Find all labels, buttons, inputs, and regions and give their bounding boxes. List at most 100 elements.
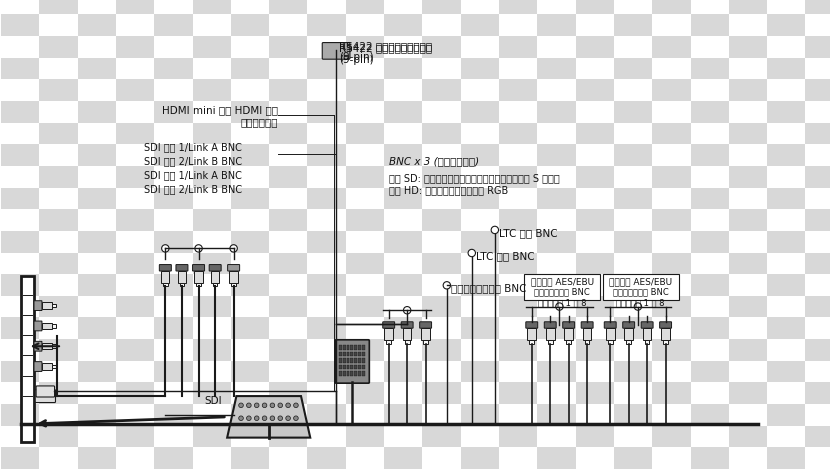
Bar	[307, 274, 346, 296]
Bar	[163, 282, 168, 286]
Bar	[499, 382, 537, 404]
Bar	[384, 188, 422, 209]
Bar	[384, 231, 422, 252]
Bar	[1, 296, 39, 318]
Bar	[767, 15, 805, 36]
Bar	[499, 426, 537, 447]
Bar	[652, 166, 691, 188]
Text: SDI: SDI	[204, 396, 222, 406]
Bar	[537, 144, 576, 166]
Bar	[193, 252, 231, 274]
Bar	[537, 339, 576, 361]
Bar	[422, 209, 461, 231]
Bar	[461, 252, 499, 274]
Bar	[691, 166, 729, 188]
FancyBboxPatch shape	[526, 322, 538, 328]
Bar	[307, 188, 346, 209]
Circle shape	[262, 416, 267, 421]
Bar	[461, 144, 499, 166]
FancyBboxPatch shape	[660, 322, 671, 328]
Bar	[805, 144, 830, 166]
Bar	[307, 296, 346, 318]
Bar	[805, 339, 830, 361]
Bar	[307, 79, 346, 101]
Bar	[652, 404, 691, 426]
Bar	[767, 58, 805, 79]
Bar	[767, 404, 805, 426]
Bar	[729, 0, 767, 15]
Bar	[116, 447, 154, 469]
Bar	[729, 166, 767, 188]
Bar	[193, 231, 231, 252]
Bar	[39, 36, 78, 58]
Bar	[354, 352, 357, 356]
Bar	[384, 123, 422, 144]
Bar	[461, 58, 499, 79]
Bar	[1, 188, 39, 209]
Bar	[614, 447, 652, 469]
Bar	[729, 209, 767, 231]
Text: リファレンス入力 BNC: リファレンス入力 BNC	[452, 283, 527, 293]
Text: SDI 出力 1/Link A BNC
SDI 出力 2/Link B BNC
SDI 入力 1/Link A BNC
SDI 入力 2/Link B BNC: SDI 出力 1/Link A BNC SDI 出力 2/Link B BNC …	[144, 142, 242, 194]
Bar	[212, 282, 217, 286]
Bar	[39, 361, 78, 382]
Bar	[767, 252, 805, 274]
Bar	[624, 328, 633, 340]
Bar	[1, 382, 39, 404]
Bar	[461, 447, 499, 469]
Bar	[350, 365, 354, 369]
Bar	[362, 358, 365, 363]
Bar	[347, 358, 349, 363]
Bar	[346, 58, 384, 79]
Bar	[691, 79, 729, 101]
Bar	[39, 296, 78, 318]
Bar	[537, 0, 576, 15]
Bar	[39, 58, 78, 79]
Bar	[116, 144, 154, 166]
Bar	[78, 15, 116, 36]
Bar	[231, 382, 269, 404]
Bar	[350, 352, 354, 356]
Circle shape	[162, 245, 169, 252]
Bar	[729, 188, 767, 209]
Bar	[193, 426, 231, 447]
Bar	[537, 231, 576, 252]
Bar	[193, 318, 231, 339]
Bar	[691, 382, 729, 404]
Bar	[154, 404, 193, 426]
Bar	[354, 358, 357, 363]
Bar	[193, 36, 231, 58]
Bar	[691, 123, 729, 144]
Bar	[805, 231, 830, 252]
Bar	[576, 252, 614, 274]
Bar	[729, 447, 767, 469]
Bar	[652, 58, 691, 79]
Bar	[116, 15, 154, 36]
Bar	[39, 144, 78, 166]
Bar	[499, 404, 537, 426]
Bar	[422, 15, 461, 36]
Bar	[116, 231, 154, 252]
Bar	[576, 101, 614, 123]
Bar	[652, 231, 691, 252]
Bar	[691, 36, 729, 58]
Bar	[269, 166, 307, 188]
Bar	[422, 318, 461, 339]
Bar	[193, 404, 231, 426]
Bar	[767, 123, 805, 144]
Bar	[576, 274, 614, 296]
Bar	[461, 101, 499, 123]
Bar	[231, 0, 269, 15]
Text: オーディオ入力 BNC
チャンネル 1 〜 8: オーディオ入力 BNC チャンネル 1 〜 8	[535, 287, 590, 307]
Text: デジタル AES/EBU: デジタル AES/EBU	[530, 277, 593, 286]
Bar	[422, 447, 461, 469]
Bar	[384, 79, 422, 101]
Bar	[346, 15, 384, 36]
Bar	[78, 274, 116, 296]
Circle shape	[247, 403, 251, 408]
Bar	[422, 231, 461, 252]
Bar	[269, 0, 307, 15]
Bar	[39, 0, 78, 15]
Bar	[354, 371, 357, 376]
Bar	[347, 345, 349, 350]
